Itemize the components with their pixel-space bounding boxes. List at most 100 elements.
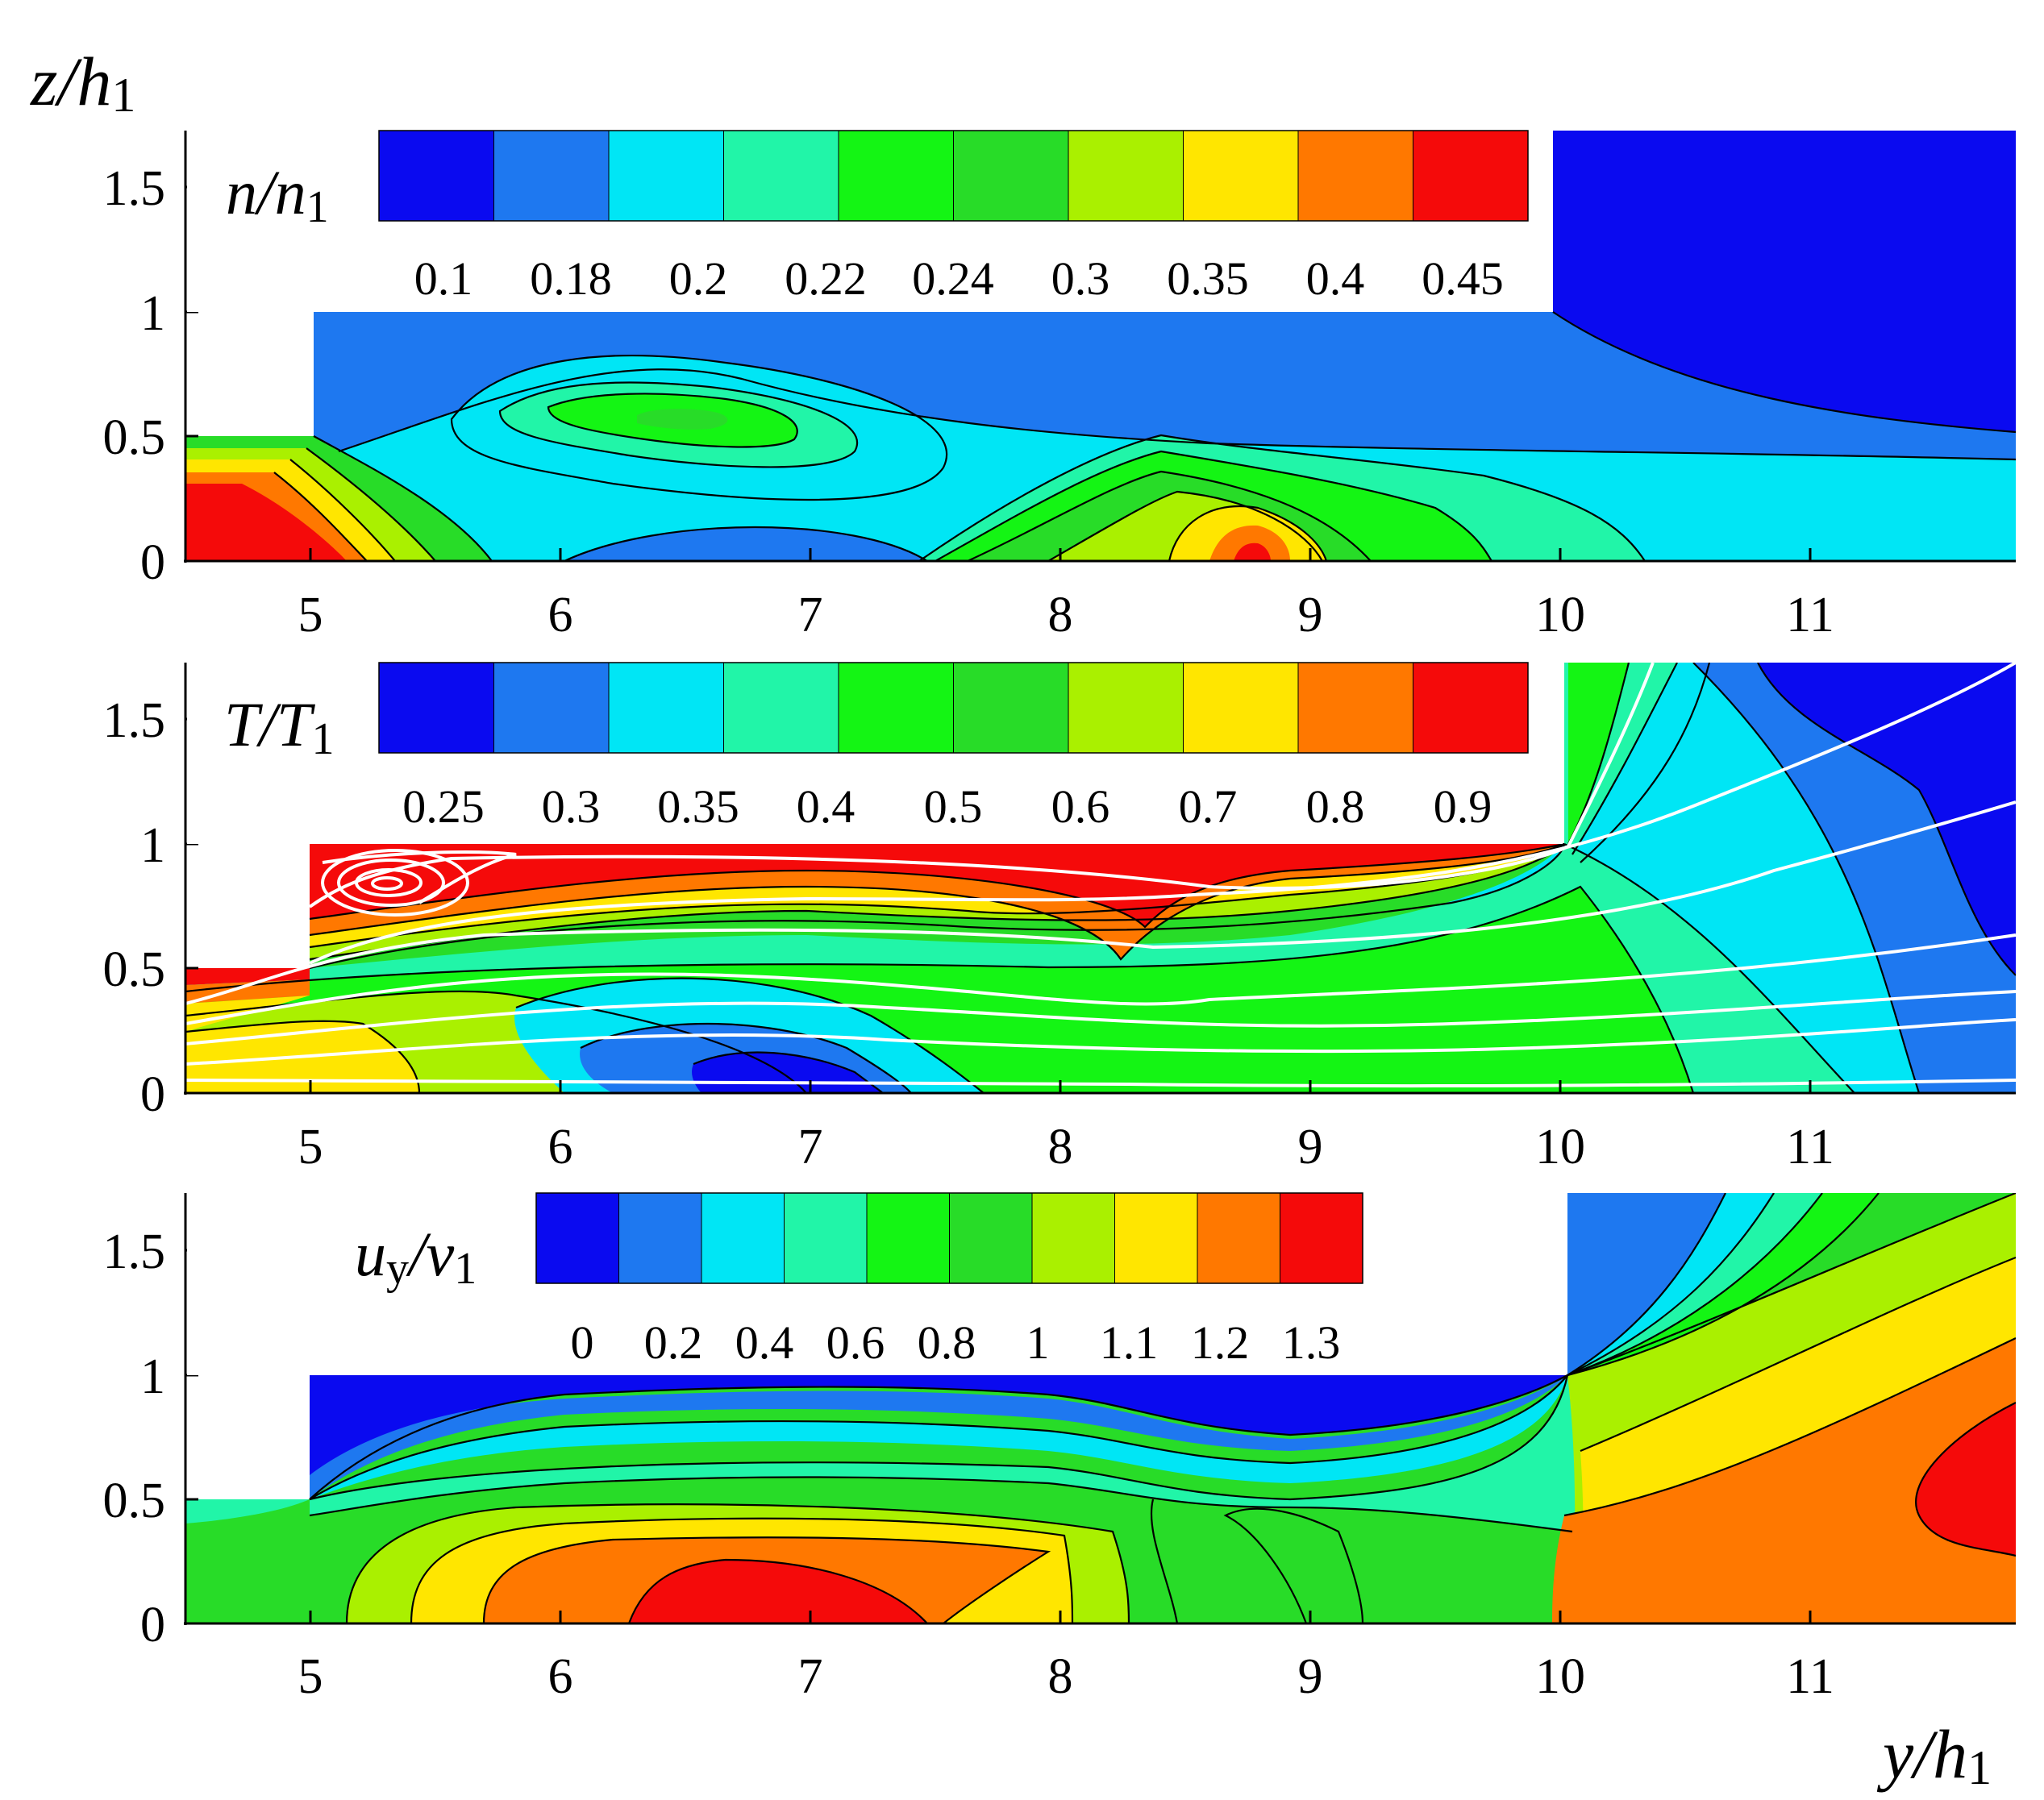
density-colorbar	[378, 130, 1529, 222]
colorbar-tick-label: 0.2	[644, 1316, 703, 1369]
x-tick-label: 9	[1298, 1649, 1323, 1704]
y-tick-label: 1	[140, 1349, 165, 1404]
colorbar-swatch	[949, 1193, 1033, 1283]
colorbar-tick-label: 1.3	[1282, 1316, 1341, 1369]
temperature-colorbar-label: T/T1	[224, 689, 334, 764]
y-tick-label: 0.5	[103, 410, 166, 465]
temperature-panel: 0 0.5 1 1.5 5 6 7 8 9 10 11 T/T1 0.25 0.…	[103, 662, 2016, 1174]
colorbar-swatch	[1068, 131, 1184, 221]
colorbar-swatch	[536, 1193, 619, 1283]
colorbar-swatch	[953, 663, 1069, 753]
x-tick-label: 9	[1298, 1120, 1323, 1174]
temperature-colorbar-ticks: 0.25 0.3 0.35 0.4 0.5 0.6 0.7 0.8 0.9	[402, 780, 1492, 833]
colorbar-tick-label: 0.6	[1051, 780, 1110, 833]
colorbar-tick-label: 0.3	[542, 780, 601, 833]
y-tick-label: 1.5	[103, 1224, 166, 1279]
y-tick-label: 1.5	[103, 693, 166, 748]
y-tick-label: 1	[140, 818, 165, 873]
colorbar-swatch	[784, 1193, 868, 1283]
colorbar-tick-label: 0.7	[1179, 780, 1238, 833]
colorbar-swatch	[493, 663, 610, 753]
density-x-tick-labels: 5 6 7 8 9 10 11	[298, 588, 1834, 642]
x-tick-label: 11	[1786, 588, 1834, 642]
colorbar-swatch	[953, 131, 1069, 221]
y-tick-label: 0	[140, 1067, 165, 1122]
colorbar-tick-label: 0.2	[669, 252, 728, 305]
colorbar-tick-label: 0.22	[785, 252, 867, 305]
colorbar-swatch	[1298, 663, 1413, 753]
density-y-tick-labels: 0 0.5 1 1.5	[103, 161, 166, 590]
colorbar-tick-label: 0.5	[924, 780, 983, 833]
velocity-colorbar-label: uy/v1	[355, 1219, 477, 1294]
colorbar-swatch	[1298, 131, 1413, 221]
y-tick-label: 1	[140, 286, 165, 341]
colorbar-tick-label: 0.4	[735, 1316, 794, 1369]
x-tick-label: 6	[548, 1649, 573, 1704]
colorbar-tick-label: 0.3	[1051, 252, 1110, 305]
colorbar-swatch	[867, 1193, 950, 1283]
density-colorbar-ticks: 0.1 0.18 0.2 0.22 0.24 0.3 0.35 0.4 0.45	[414, 252, 1504, 305]
colorbar-swatch	[618, 1193, 702, 1283]
x-tick-label: 5	[298, 588, 323, 642]
x-tick-label: 5	[298, 1649, 323, 1704]
colorbar-tick-label: 1	[1026, 1316, 1050, 1369]
y-tick-label: 1.5	[103, 161, 166, 216]
temperature-colorbar	[378, 662, 1529, 754]
colorbar-tick-label: 0.35	[657, 780, 739, 833]
x-tick-label: 11	[1786, 1120, 1834, 1174]
velocity-contour-field	[185, 1193, 2016, 1623]
x-tick-label: 11	[1786, 1649, 1834, 1704]
colorbar-tick-label: 1.2	[1191, 1316, 1250, 1369]
x-tick-label: 6	[548, 1120, 573, 1174]
velocity-colorbar	[535, 1192, 1363, 1284]
colorbar-swatch	[839, 663, 954, 753]
velocity-y-tick-labels: 0 0.5 1 1.5	[103, 1224, 166, 1652]
y-axis-label: z/h1	[30, 43, 135, 122]
colorbar-swatch	[1183, 663, 1299, 753]
colorbar-tick-label: 1.1	[1100, 1316, 1159, 1369]
colorbar-tick-label: 0.1	[414, 252, 473, 305]
velocity-colorbar-ticks: 0 0.2 0.4 0.6 0.8 1 1.1 1.2 1.3	[571, 1316, 1341, 1369]
colorbar-swatch	[493, 131, 610, 221]
colorbar-tick-label: 0.4	[1306, 252, 1365, 305]
temperature-y-tick-labels: 0 0.5 1 1.5	[103, 693, 166, 1122]
colorbar-tick-label: 0.18	[530, 252, 612, 305]
colorbar-tick-label: 0.8	[1306, 780, 1365, 833]
x-tick-label: 7	[798, 588, 823, 642]
x-tick-label: 6	[548, 588, 573, 642]
colorbar-tick-label: 0.6	[826, 1316, 885, 1369]
velocity-axes	[184, 1193, 2016, 1625]
velocity-x-tick-labels: 5 6 7 8 9 10 11	[298, 1649, 1834, 1704]
density-panel: 0 0.5 1 1.5 5 6 7 8 9 10 11 n/n1 0.1 0.1…	[103, 130, 2016, 642]
colorbar-swatch	[1197, 1193, 1280, 1283]
colorbar-tick-label: 0.25	[402, 780, 485, 833]
colorbar-tick-label: 0.35	[1167, 252, 1249, 305]
colorbar-swatch	[609, 131, 724, 221]
density-colorbar-label: n/n1	[226, 157, 329, 232]
colorbar-swatch	[1413, 663, 1529, 753]
colorbar-swatch	[701, 1193, 785, 1283]
colorbar-swatch	[1114, 1193, 1198, 1283]
colorbar-swatch	[723, 663, 839, 753]
velocity-panel: 0 0.5 1 1.5 5 6 7 8 9 10 11 uy/v1 0 0.2 …	[103, 1192, 2016, 1704]
colorbar-swatch	[723, 131, 839, 221]
y-tick-label: 0	[140, 1598, 165, 1652]
x-tick-label: 5	[298, 1120, 323, 1174]
x-tick-label: 7	[798, 1649, 823, 1704]
x-tick-label: 9	[1298, 588, 1323, 642]
colorbar-tick-label: 0.9	[1434, 780, 1492, 833]
x-tick-label: 10	[1535, 1120, 1585, 1174]
colorbar-tick-label: 0.45	[1422, 252, 1504, 305]
colorbar-tick-label: 0.8	[918, 1316, 976, 1369]
colorbar-swatch	[1413, 131, 1529, 221]
colorbar-tick-label: 0.24	[912, 252, 994, 305]
x-tick-label: 8	[1048, 1120, 1073, 1174]
colorbar-swatch	[379, 663, 494, 753]
colorbar-swatch	[1068, 663, 1184, 753]
colorbar-swatch	[1183, 131, 1299, 221]
x-tick-label: 10	[1535, 1649, 1585, 1704]
x-tick-label: 10	[1535, 588, 1585, 642]
colorbar-swatch	[609, 663, 724, 753]
temperature-x-tick-labels: 5 6 7 8 9 10 11	[298, 1120, 1834, 1174]
